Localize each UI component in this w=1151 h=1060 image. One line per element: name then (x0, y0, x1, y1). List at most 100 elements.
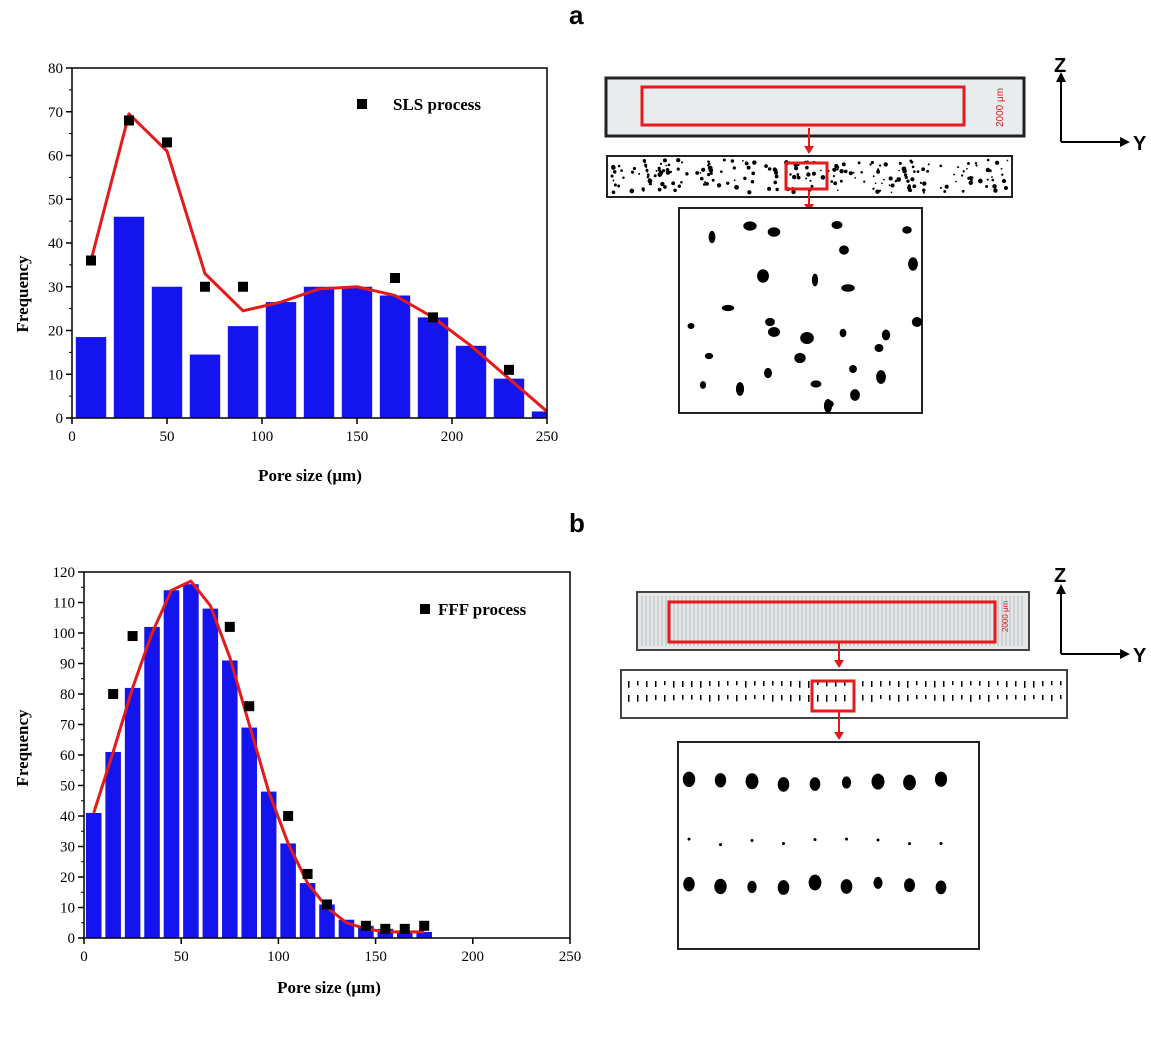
pore-dot (834, 163, 839, 169)
pore-blob (908, 842, 911, 846)
pore-dot (1060, 695, 1062, 700)
pore-dot (663, 185, 667, 189)
pore-dot (774, 174, 779, 179)
roi-box-a (640, 85, 966, 127)
pore-dot (791, 174, 797, 180)
pore-blob (699, 381, 707, 389)
pore-dot (691, 695, 693, 700)
pore-blob (782, 842, 785, 846)
pore-dot (781, 681, 783, 686)
pore-blob (747, 880, 757, 894)
zoom-arrow-b1 (834, 642, 844, 668)
chart-a-bar (417, 317, 449, 418)
pore-dot (622, 176, 625, 179)
pore-blob (767, 227, 781, 237)
chart-b-bar (280, 843, 296, 938)
chart-a-fit-line (89, 112, 548, 413)
chart-a-bar (531, 411, 547, 418)
chart-b-data-point (419, 920, 430, 931)
pore-dot (789, 173, 792, 176)
chart-a-data-point (86, 255, 96, 266)
pore-dot (988, 681, 990, 688)
pore-dot (730, 159, 735, 163)
pore-dot (772, 695, 774, 702)
chart-a-ytick-label: 30 (48, 280, 63, 296)
pore-dot (921, 167, 926, 172)
pore-dot (673, 188, 677, 193)
pore-dot (700, 695, 702, 701)
chart-a-bar (455, 345, 487, 418)
pore-dot (820, 169, 822, 172)
pore-blob (904, 878, 915, 893)
pore-dot (876, 168, 880, 171)
pore-dot (736, 681, 738, 686)
pore-dot (994, 188, 997, 191)
pore-blob (876, 370, 886, 384)
pore-dot (664, 681, 666, 686)
pore-blob (794, 352, 806, 364)
pore-dot (1051, 681, 1053, 686)
chart-a-legend-label: SLS process (393, 95, 481, 114)
chart-b-xtick-label: 100 (267, 949, 290, 965)
pore-dot (870, 160, 874, 165)
pore-zoom-a (678, 207, 923, 414)
pore-dot (655, 169, 658, 172)
pore-dot (934, 681, 936, 688)
pore-dot (852, 171, 855, 174)
pore-dot (826, 695, 828, 702)
pore-dot (872, 175, 875, 178)
pore-dot (637, 695, 639, 702)
chart-b-ytick-label: 40 (60, 809, 75, 825)
pore-dot (836, 168, 839, 171)
chart-a-ytick-label: 80 (48, 61, 63, 77)
pore-blob (708, 230, 716, 244)
scale-bar-a: 2000 μm (995, 88, 1006, 127)
pore-dot (904, 175, 908, 180)
pore-blob (939, 842, 943, 846)
chart-b-ytick-label: 110 (53, 596, 75, 612)
axis-triad-a: Z Y (1054, 55, 1147, 155)
pore-blob (908, 257, 918, 271)
chart-b-legend: FFF process (420, 600, 527, 619)
pore-dot (709, 695, 711, 702)
pore-dot (906, 179, 910, 183)
chart-b-data-point (127, 631, 138, 642)
pore-dot (781, 695, 783, 701)
pore-dot (707, 160, 710, 164)
chart-b-bar (124, 687, 141, 938)
pore-dot (617, 184, 621, 188)
pore-dot (611, 190, 616, 195)
pore-dot (961, 681, 963, 687)
chart-b-plot: 0 50 100 150 200 250 0 10 20 30 40 50 60 70 80 90 100 110… (53, 565, 582, 965)
pore-dot (732, 166, 736, 170)
pore-dot (944, 184, 949, 189)
pore-dot (957, 166, 960, 169)
pore-dot (1060, 681, 1062, 686)
pore-blob (845, 837, 848, 841)
chart-a-plot: 0 50 100 150 200 250 0 10 20 30 40 50 60 70 80 (48, 61, 558, 445)
pore-dot (898, 169, 900, 172)
chart-b-xtick-label: 200 (462, 949, 485, 965)
chart-b-data-point (244, 701, 255, 712)
pore-dot (888, 184, 891, 187)
pore-dot (617, 164, 621, 168)
pore-dot (910, 177, 915, 182)
pore-dot (790, 695, 792, 702)
chart-a-bar (303, 286, 335, 418)
pore-dot (939, 186, 943, 189)
pore-blob (903, 774, 916, 791)
pore-dot (649, 182, 653, 186)
chart-b-xtick-label: 0 (80, 949, 88, 965)
pore-blob (682, 771, 696, 787)
pore-dot (994, 160, 1000, 165)
pore-dot (773, 170, 779, 175)
pore-blob (935, 880, 947, 895)
pore-dot (1024, 681, 1026, 688)
pore-dot (916, 681, 918, 686)
pore-dot (645, 165, 648, 168)
pore-dot (612, 179, 615, 182)
pore-dot (676, 157, 681, 163)
chart-a-bar (493, 378, 525, 418)
pore-blob (687, 322, 695, 330)
chart-b-bar (299, 883, 316, 938)
